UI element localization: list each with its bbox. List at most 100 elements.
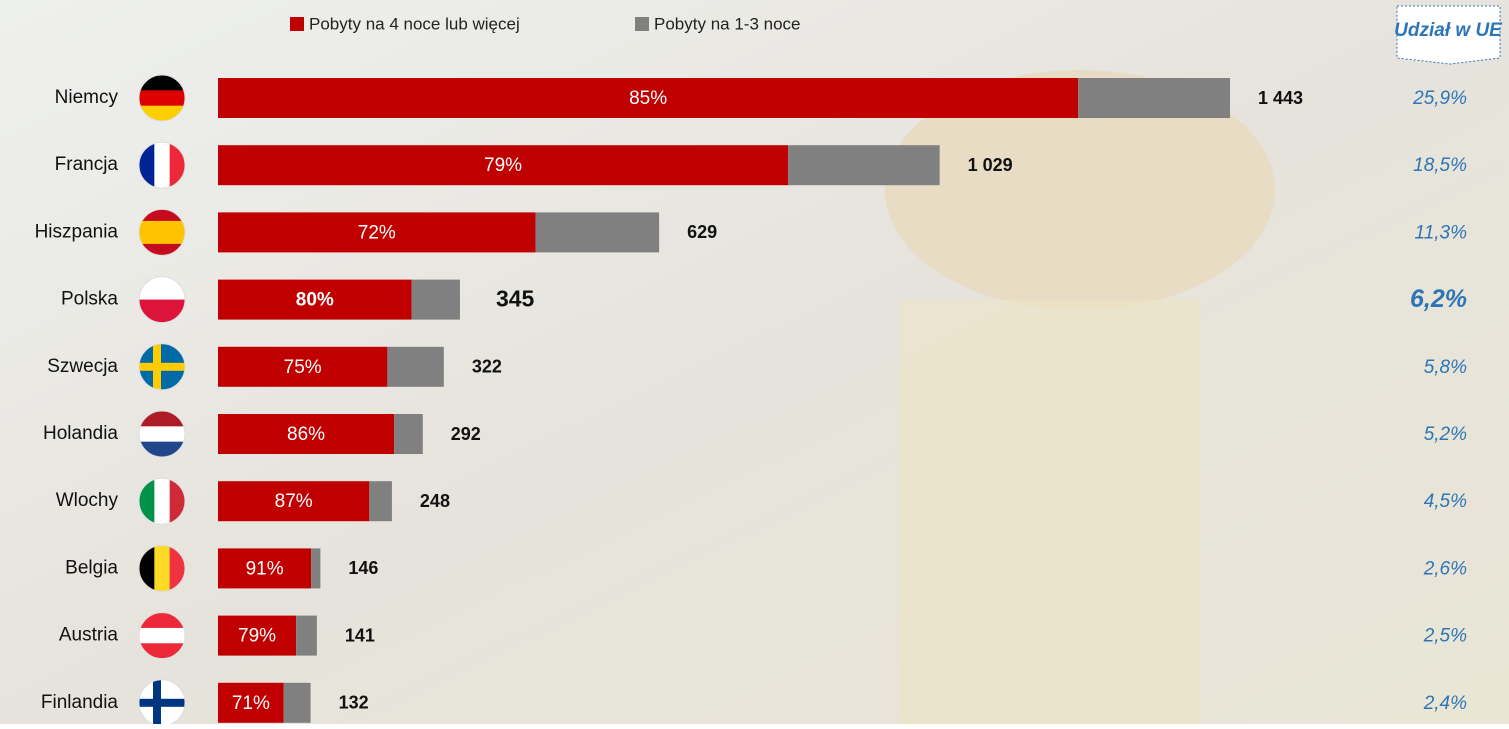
flag-cross [139, 698, 185, 707]
bar-long-stay [218, 682, 284, 723]
share-label: 79% [484, 155, 522, 176]
flag-stripe [139, 627, 185, 644]
eu-header: Udział w UE [1394, 20, 1503, 41]
total-label: 345 [496, 286, 535, 312]
bar-long-stay [218, 615, 297, 656]
bar-short-stay [369, 481, 392, 522]
eu-share-label: 2,6% [1423, 558, 1467, 579]
flag-rim [138, 612, 186, 660]
flag-stripe [169, 545, 185, 592]
flag-stripe [139, 243, 185, 256]
total-label: 248 [420, 491, 450, 511]
total-label: 146 [348, 558, 378, 578]
flag-cross [153, 343, 161, 390]
eu-header-box [1396, 5, 1501, 65]
flag-stripe [154, 478, 171, 525]
flag-stripe [169, 478, 185, 525]
bar-short-stay [788, 145, 940, 186]
eu-share-label: 18,5% [1413, 155, 1467, 176]
flag [139, 75, 185, 121]
flag-rim [138, 343, 186, 391]
bar-long-stay [218, 548, 312, 589]
bar-long-stay [218, 78, 1079, 118]
photo-hat [885, 70, 1275, 310]
eu-share-label: 25,9% [1412, 88, 1467, 109]
bar-long-stay [218, 279, 412, 320]
eu-share-label: 4,5% [1424, 491, 1467, 512]
flag-rim [138, 141, 186, 189]
share-label: 86% [287, 424, 325, 445]
eu-share-label: 5,2% [1424, 424, 1467, 445]
category-label: Wlochy [56, 490, 119, 511]
flag [139, 142, 185, 189]
category-label: Finlandia [41, 692, 119, 713]
flag [139, 545, 185, 592]
bar-long-stay [218, 414, 395, 454]
bar-short-stay [1078, 78, 1230, 118]
bar-short-stay [535, 212, 660, 253]
flag-stripe [139, 220, 185, 233]
category-label: Szwecja [47, 356, 118, 377]
category-label: Holandia [43, 423, 118, 444]
share-label: 75% [284, 357, 322, 378]
share-label: 85% [629, 88, 667, 109]
total-label: 141 [345, 625, 375, 645]
flag [139, 612, 185, 659]
total-label: 629 [687, 222, 717, 242]
legend-label: Pobyty na 1-3 noce [654, 14, 800, 33]
flag [139, 478, 185, 525]
flag-stripe [139, 612, 185, 629]
category-label: Niemcy [55, 87, 119, 108]
flag-stripe [169, 142, 185, 189]
flag-stripe [139, 90, 185, 107]
flag-stripe [154, 545, 171, 592]
legend-swatch [290, 17, 304, 31]
eu-share-label: 2,4% [1423, 693, 1467, 714]
share-label: 80% [296, 290, 334, 311]
flag-cross [139, 362, 185, 371]
flag-rim [138, 74, 186, 122]
total-label: 1 443 [1258, 88, 1303, 108]
bar-short-stay [296, 615, 317, 656]
flag-stripe [139, 478, 155, 525]
category-label: Francja [55, 154, 119, 175]
flag-stripe [139, 105, 185, 121]
flag-stripe [139, 142, 155, 189]
flag-rim [138, 410, 186, 458]
bar-long-stay [218, 346, 388, 387]
flag-stripe [139, 411, 185, 427]
flag [139, 679, 185, 726]
bar-short-stay [394, 414, 423, 454]
flag-stripe [139, 426, 185, 443]
eu-share-label: 11,3% [1415, 222, 1468, 243]
total-label: 1 029 [968, 155, 1013, 175]
category-label: Polska [61, 289, 118, 310]
photo-figure [900, 300, 1200, 724]
flag-stripe [139, 232, 185, 245]
flag-stripe [139, 75, 185, 91]
share-label: 79% [238, 626, 276, 647]
share-label: 91% [246, 558, 284, 579]
share-label: 71% [232, 693, 270, 714]
eu-share-label: 2,5% [1423, 626, 1467, 647]
flag-cross [153, 679, 161, 726]
flag [139, 276, 185, 323]
flag-stripe [139, 545, 155, 592]
legend-label: Pobyty na 4 noce lub więcej [309, 14, 520, 33]
bar-short-stay [283, 682, 311, 723]
total-label: 292 [451, 424, 481, 444]
flag-rim [138, 544, 186, 592]
flag-stripe [139, 643, 185, 659]
total-label: 132 [339, 693, 369, 713]
flag-stripe [139, 276, 185, 301]
flag-stripe [154, 142, 171, 189]
bar-long-stay [218, 145, 789, 186]
share-label: 72% [358, 222, 396, 243]
bar-long-stay [218, 481, 370, 522]
legend-swatch [635, 17, 649, 31]
flag-stripe [139, 299, 185, 323]
total-label: 322 [472, 357, 502, 377]
category-label: Hiszpania [35, 221, 119, 242]
